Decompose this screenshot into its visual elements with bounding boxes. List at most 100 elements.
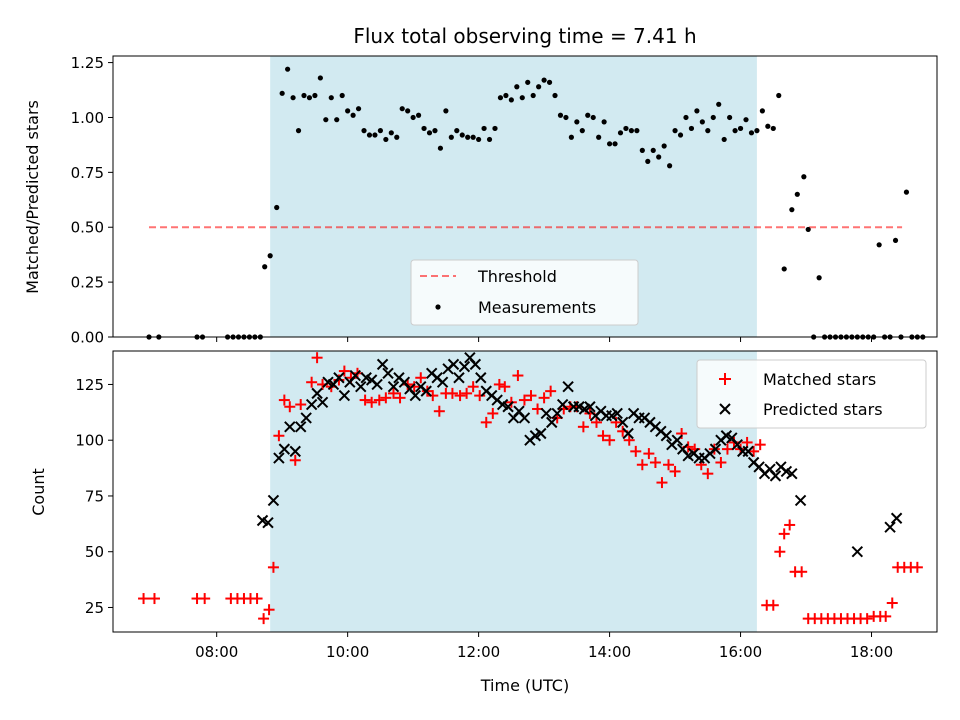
measurement-point [732,128,738,134]
predicted-point [349,369,361,382]
y-tick-label: 0.00 [71,329,104,347]
measurement-point [470,134,476,140]
matched-point [623,434,635,446]
measurement-point [579,128,585,134]
matched-point [778,528,790,540]
predicted-point [551,407,563,420]
predicted-point [611,407,623,420]
measurement-point [432,128,438,134]
predicted-point [502,401,514,413]
measurement-point [585,112,591,118]
matched-point [148,593,160,605]
matched-point [359,394,371,406]
measurement-point [350,112,356,118]
measurement-point [508,97,514,103]
measurement-point [639,147,645,153]
measurement-point [694,108,700,114]
measurement-point [688,125,695,132]
measurement-point [568,134,574,140]
measurement-point [781,266,787,272]
measurement-point [765,123,771,129]
measurement-point [737,125,744,132]
predicted-point [584,401,596,413]
measurement-point [672,128,678,134]
measurement-point [801,174,807,180]
count-plot-frame [112,350,938,633]
predicted-point [562,380,574,393]
predicted-point [278,443,291,455]
matched-point [721,443,733,455]
predicted-point [333,372,345,384]
matched-point [267,561,279,573]
measurement-point [476,136,482,143]
legend-matched-label: Matched stars [763,370,876,389]
predicted-point [262,517,274,529]
matched-point [461,387,473,399]
matched-point [499,381,511,393]
predicted-point [436,376,449,388]
matched-point [493,378,505,390]
predicted-point [475,372,487,384]
predicted-point [742,445,754,458]
measurement-point [443,108,449,114]
matched-point [911,561,923,573]
x-tick-label: 12:00 [457,643,500,661]
measurement-point [514,84,520,90]
measurement-point [805,226,811,233]
predicted-point [616,416,629,429]
predicted-point [709,443,722,455]
measurement-point [426,130,433,136]
predicted-point [382,367,394,380]
measurement-point [497,95,504,101]
measurement-point [552,92,558,99]
ratio-panel: 0.00 0.25 0.50 0.75 1.00 1.25 Matched/Predict… [23,54,938,347]
measurement-point [661,143,667,149]
measurement-point [743,117,749,123]
matched-point [373,394,385,406]
measurement-point [645,158,651,164]
measurement-point [903,189,910,195]
measurement-point [677,132,684,138]
x-axis-label: Time (UTC) [480,676,569,695]
y-tick-label: 1.00 [71,109,104,127]
predicted-point [622,427,634,440]
measurement-point [770,125,776,132]
matched-point [433,405,445,417]
measurement-point [650,147,656,153]
matched-point [649,457,661,469]
measurement-point [612,141,618,147]
matched-point [487,407,499,419]
ratio-legend-box [410,259,639,326]
measurement-point [789,207,795,213]
matched-point [306,376,318,388]
predicted-point [453,372,465,384]
measurement-point [628,128,635,134]
predicted-point [535,427,547,440]
matched-point [715,457,727,469]
measurement-point [667,163,673,169]
matched-point [702,468,714,480]
matched-point [656,477,668,489]
matched-point [754,439,766,451]
measurement-point [448,134,454,140]
matched-point [886,597,898,609]
measurement-point [503,92,509,99]
ratio-plot-frame [112,55,938,338]
measurement-point [377,128,383,134]
measurement-point [574,119,580,125]
predicted-point [556,398,569,411]
measurement-point [388,130,394,136]
measurement-point [301,92,307,99]
matched-point [669,465,681,477]
measurement-point [596,134,602,140]
measurement-point [699,119,705,125]
predicted-point [300,412,312,424]
measurement-point [366,132,373,138]
measurement-point [492,125,498,132]
measurement-point [727,114,733,121]
predicted-point [458,360,471,373]
predicted-point [851,546,864,558]
measurement-point [262,264,268,270]
matched-point [338,365,350,377]
measurement-point [465,134,471,140]
